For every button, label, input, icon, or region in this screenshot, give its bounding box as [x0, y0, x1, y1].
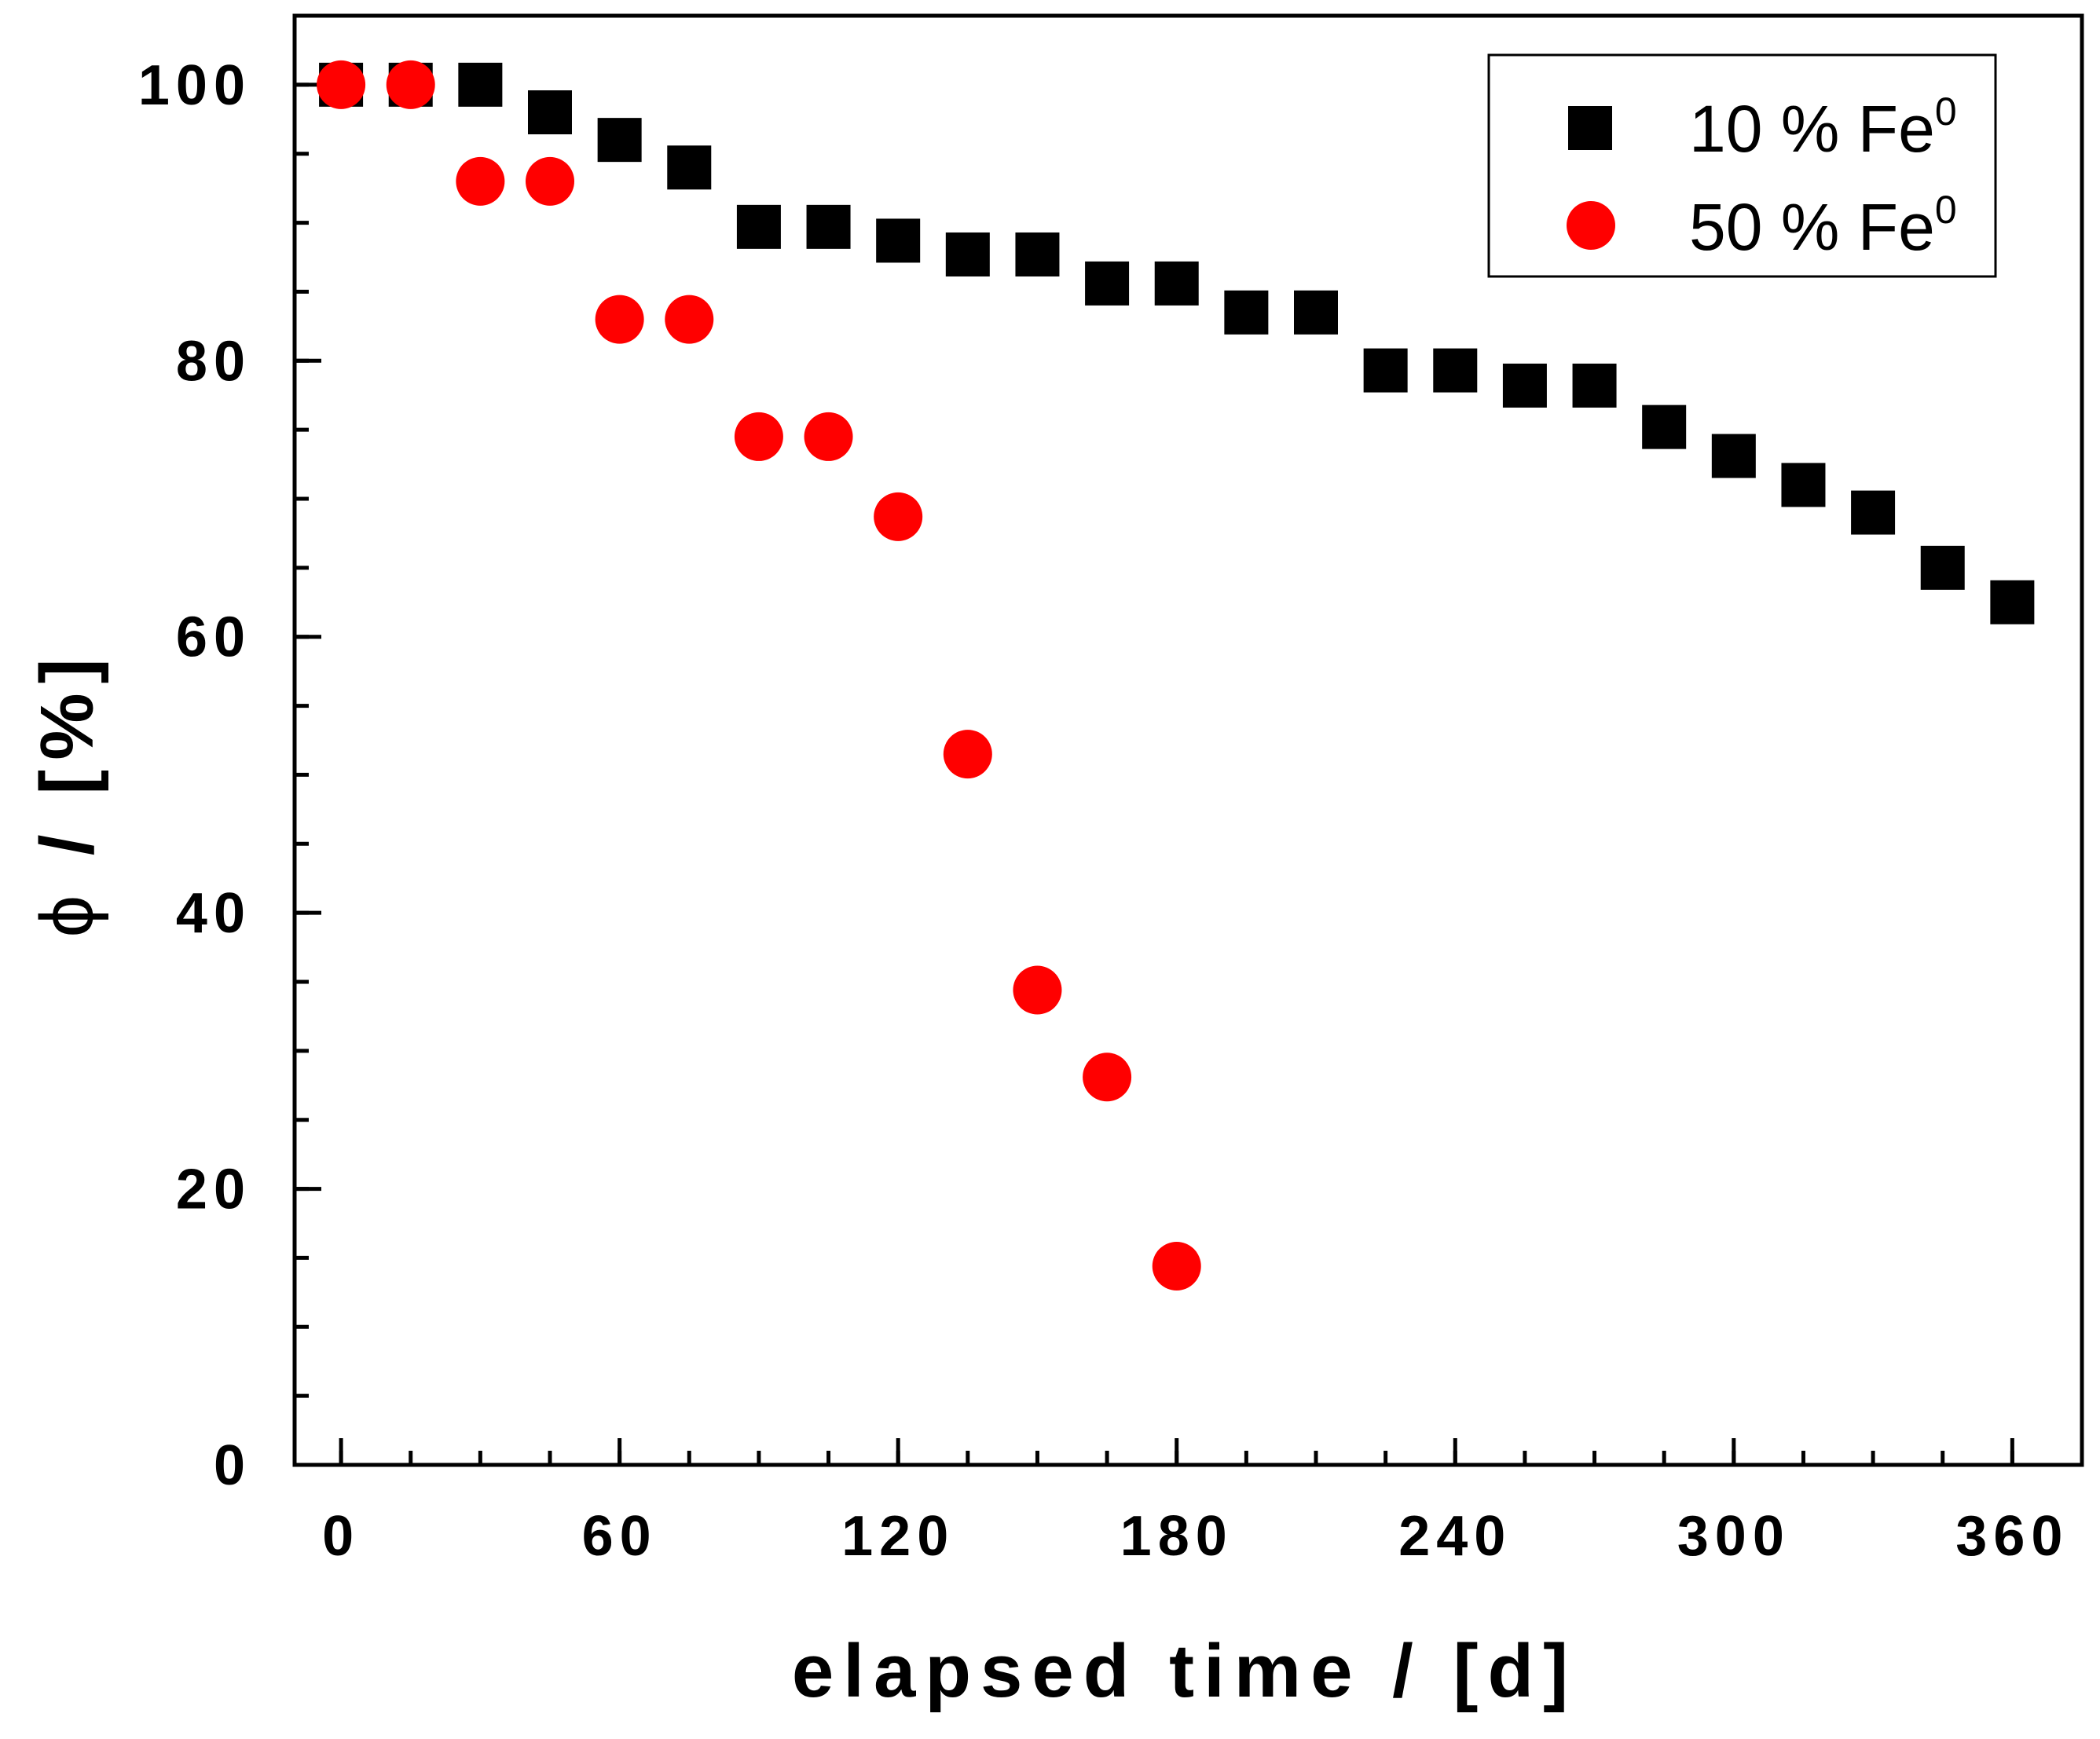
- data-point-series-1: [1224, 290, 1269, 335]
- data-point-series-1: [458, 62, 503, 107]
- ticks-layer: [295, 82, 2014, 1467]
- data-point-series-1: [1572, 363, 1617, 408]
- data-point-series-1: [1851, 490, 1896, 535]
- data-point-series-1: [1085, 261, 1130, 306]
- legend-marker-circle: [1567, 201, 1615, 250]
- legend-label-series-2: 50 % Fe0: [1689, 188, 1957, 264]
- y-tick-label: 40: [176, 882, 251, 945]
- data-point-series-1: [1990, 580, 2035, 624]
- data-point-series-2: [943, 730, 992, 779]
- legend-marker-square: [1568, 106, 1612, 150]
- data-point-series-2: [1013, 965, 1062, 1015]
- data-point-series-1: [736, 204, 781, 249]
- x-tick-label: 60: [582, 1505, 658, 1568]
- data-point-series-2: [874, 492, 923, 541]
- y-axis-title-text: / [%]: [25, 649, 109, 885]
- data-point-series-1: [806, 204, 851, 249]
- legend: 10 % Fe0 50 % Fe0: [1487, 53, 1997, 278]
- data-point-series-2: [804, 412, 853, 461]
- x-tick-label: 0: [322, 1505, 360, 1568]
- svg-text:ϕ / [%]: ϕ / [%]: [25, 649, 109, 937]
- y-tick-label: 60: [176, 606, 251, 669]
- data-point-series-1: [1502, 363, 1547, 408]
- x-tick-label: 180: [1120, 1505, 1233, 1568]
- y-tick-label: 20: [176, 1159, 251, 1221]
- data-point-series-1: [876, 218, 921, 263]
- data-point-series-1: [1920, 545, 1965, 590]
- data-point-series-1: [945, 232, 990, 276]
- data-point-series-2: [595, 295, 644, 344]
- y-axis-title-symbol: ϕ: [25, 886, 109, 938]
- data-point-series-1: [1363, 348, 1408, 393]
- data-point-series-1: [597, 118, 642, 163]
- data-point-series-2: [665, 295, 714, 344]
- y-tick-label: 80: [176, 330, 251, 393]
- data-point-series-2: [456, 156, 505, 206]
- data-point-series-1: [1433, 348, 1478, 393]
- data-point-series-1: [667, 145, 712, 190]
- y-tick-label: 100: [138, 54, 251, 117]
- tick-labels-layer: 0 60 120 180 240 300 360 0 20 40 60 80 100: [138, 54, 2069, 1568]
- data-point-series-1: [1154, 261, 1199, 306]
- data-point-series-2: [526, 156, 574, 206]
- plot-area-frame: [292, 13, 2084, 1467]
- data-point-series-2: [734, 412, 783, 461]
- data-point-series-1: [1015, 232, 1060, 276]
- x-tick-label: 360: [1955, 1505, 2069, 1568]
- y-axis-title: ϕ / [%]: [25, 649, 109, 937]
- data-point-series-1: [528, 90, 572, 134]
- data-point-series-1: [1711, 434, 1756, 478]
- x-tick-label: 300: [1677, 1505, 1790, 1568]
- x-axis-title: elapsed time / [d]: [792, 1629, 1578, 1713]
- data-point-series-2: [386, 60, 435, 109]
- data-point-series-2: [317, 60, 366, 109]
- legend-label-series-1: 10 % Fe0: [1689, 90, 1957, 166]
- data-point-series-2: [1152, 1241, 1201, 1291]
- data-point-series-1: [1781, 463, 1826, 507]
- y-tick-label: 0: [214, 1434, 251, 1497]
- data-point-series-1: [1294, 290, 1338, 335]
- x-tick-label: 120: [841, 1505, 955, 1568]
- data-point-series-1: [1642, 405, 1687, 449]
- data-point-series-2: [1083, 1053, 1132, 1102]
- x-tick-label: 240: [1398, 1505, 1512, 1568]
- marks-layer: [317, 60, 2035, 1291]
